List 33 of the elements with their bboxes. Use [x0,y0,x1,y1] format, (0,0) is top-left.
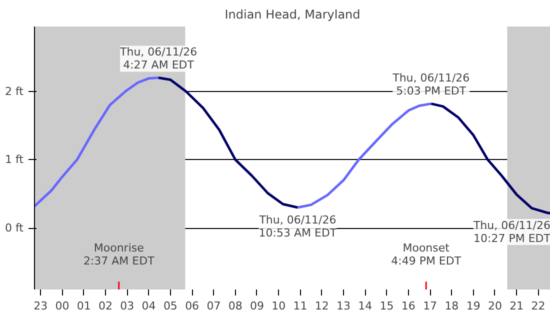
x-tick-label: 15 [380,300,394,312]
x-tick-label: 08 [228,300,242,312]
chart-title: Indian Head, Maryland [224,8,360,22]
x-tick-label: 20 [488,300,502,312]
x-tick-label: 12 [314,300,329,312]
ref-line-label: Moonset 4:49 PM EDT [391,242,462,268]
x-tick-label: 05 [163,300,178,312]
x-tick-label: 17 [423,300,438,312]
x-tick-label: 13 [336,300,351,312]
x-tick-label: 11 [293,300,308,312]
x-tick-label: 03 [120,300,134,312]
x-tick-label: 01 [76,300,91,312]
x-tick-label: 23 [34,300,48,312]
ref-line-label: Moonrise 2:37 AM EDT [83,242,155,268]
x-tick-label: 16 [401,300,416,312]
x-tick-label: 14 [358,300,372,312]
x-tick-label: 10 [272,300,286,312]
y-tick-label: 0 ft [5,222,24,235]
x-tick-label: 04 [142,300,156,312]
x-tick-label: 21 [510,300,524,312]
x-tick-label: 18 [444,300,459,312]
x-tick-label: 19 [466,300,480,312]
y-tick-label: 1 ft [5,153,24,166]
annotation: Thu, 06/11/26 5:03 PM EDT [392,72,470,98]
x-tick-label: 02 [98,300,113,312]
x-tick-label: 07 [206,300,221,312]
annotation: Thu, 06/11/26 4:27 AM EDT [119,46,198,72]
annotation: Thu, 06/11/26 10:53 AM EDT [258,214,337,240]
x-tick-label: 00 [55,300,70,312]
x-tick-label: 06 [185,300,200,312]
y-tick-label: 2 ft [5,84,24,98]
x-tick-label: 22 [531,300,546,312]
x-tick-label: 09 [250,300,264,312]
